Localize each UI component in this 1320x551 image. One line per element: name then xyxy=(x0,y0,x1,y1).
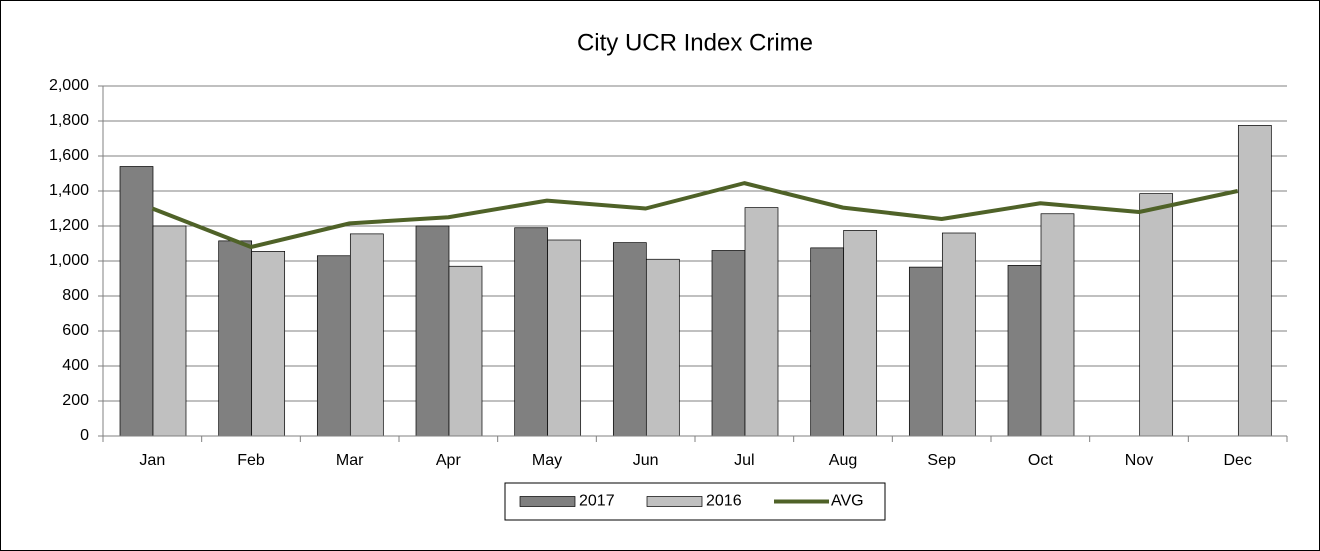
bar xyxy=(218,240,253,437)
y-tick-label: 1,000 xyxy=(49,252,89,269)
legend-label: AVG xyxy=(831,493,864,510)
y-tick-label: 1,600 xyxy=(49,147,89,164)
y-tick-label: 1,400 xyxy=(49,182,89,199)
legend-swatch xyxy=(646,496,703,507)
bar xyxy=(152,225,187,437)
bar xyxy=(1040,213,1075,437)
bar xyxy=(1007,265,1042,437)
bar xyxy=(415,225,450,437)
bar xyxy=(810,247,845,437)
legend-label: 2016 xyxy=(706,493,742,510)
chart-title: City UCR Index Crime xyxy=(577,29,813,56)
bar xyxy=(316,255,351,437)
y-tick-label: 400 xyxy=(62,357,89,374)
bar xyxy=(1139,193,1174,437)
y-tick-label: 1,800 xyxy=(49,112,89,129)
bar xyxy=(645,258,680,437)
line xyxy=(151,181,1239,249)
y-tick-label: 600 xyxy=(62,322,89,339)
x-tick-label: Apr xyxy=(436,452,462,469)
legend-swatch xyxy=(519,496,576,507)
bar xyxy=(251,251,286,437)
bar xyxy=(843,230,878,437)
x-tick-label: Nov xyxy=(1125,452,1153,469)
bar xyxy=(349,233,384,437)
legend-label: 2017 xyxy=(579,493,615,510)
x-tick-label: Oct xyxy=(1028,452,1053,469)
y-tick-label: 2,000 xyxy=(49,77,89,94)
bar xyxy=(514,227,549,437)
x-tick-label: Aug xyxy=(829,452,857,469)
bar xyxy=(941,232,976,437)
bar xyxy=(119,166,154,437)
x-tick-label: Jan xyxy=(139,452,165,469)
x-tick-label: Jul xyxy=(734,452,754,469)
y-tick-label: 1,200 xyxy=(49,217,89,234)
x-tick-label: Feb xyxy=(237,452,265,469)
y-tick-label: 800 xyxy=(62,287,89,304)
x-tick-label: Dec xyxy=(1223,452,1251,469)
bar xyxy=(744,207,779,437)
bar xyxy=(448,265,483,437)
bar xyxy=(612,242,647,437)
x-tick-label: Sep xyxy=(927,452,956,469)
bar xyxy=(711,250,746,437)
x-tick-label: May xyxy=(532,452,562,469)
bar xyxy=(1237,125,1272,437)
x-tick-label: Jun xyxy=(633,452,659,469)
x-tick-label: Mar xyxy=(336,452,364,469)
bar xyxy=(547,239,582,437)
y-tick-label: 0 xyxy=(80,427,89,444)
y-tick-label: 200 xyxy=(62,392,89,409)
bar xyxy=(908,266,943,437)
